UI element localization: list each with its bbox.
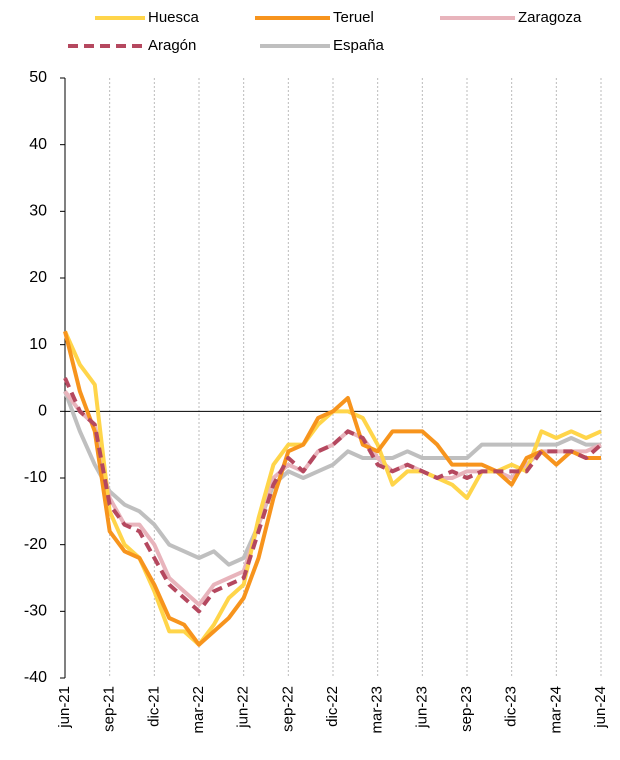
series-line bbox=[63, 390, 602, 607]
legend-label: Huesca bbox=[148, 9, 200, 26]
x-tick-label: dic-23 bbox=[503, 686, 520, 727]
x-tick-label: sep-23 bbox=[458, 686, 475, 732]
legend-label: Zaragoza bbox=[518, 9, 582, 26]
legend-label: España bbox=[333, 37, 385, 54]
x-tick-label: mar-23 bbox=[369, 686, 386, 734]
legend-label: Aragón bbox=[148, 37, 196, 54]
y-tick-label: 20 bbox=[29, 269, 47, 286]
x-tick-label: sep-22 bbox=[279, 686, 296, 732]
y-tick-label: 50 bbox=[29, 69, 47, 86]
x-tick-label: jun-24 bbox=[592, 686, 609, 729]
y-tick-label: 10 bbox=[29, 336, 47, 353]
y-tick-label: -40 bbox=[24, 669, 47, 686]
series-line bbox=[63, 330, 601, 647]
x-tick-label: jun-21 bbox=[56, 686, 73, 729]
series-line bbox=[63, 390, 601, 567]
x-tick-label: dic-22 bbox=[324, 686, 341, 727]
x-tick-label: jun-22 bbox=[235, 686, 252, 729]
x-tick-label: mar-22 bbox=[190, 686, 207, 734]
y-tick-label: 30 bbox=[29, 203, 47, 220]
y-tick-label: 0 bbox=[38, 403, 47, 420]
x-tick-label: dic-21 bbox=[145, 686, 162, 727]
series-line bbox=[63, 377, 603, 614]
y-tick-label: -30 bbox=[24, 603, 47, 620]
legend-label: Teruel bbox=[333, 9, 374, 26]
y-tick-label: 40 bbox=[29, 136, 47, 153]
x-tick-label: sep-21 bbox=[101, 686, 118, 732]
y-tick-label: -10 bbox=[24, 469, 47, 486]
x-tick-label: jun-23 bbox=[413, 686, 430, 729]
x-tick-label: mar-24 bbox=[547, 686, 564, 734]
y-tick-label: -20 bbox=[24, 536, 47, 553]
